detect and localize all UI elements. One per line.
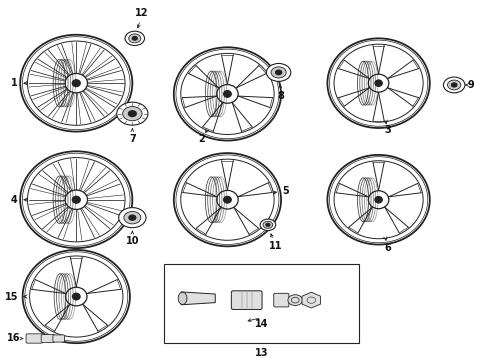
Text: 6: 6 (383, 243, 390, 253)
FancyBboxPatch shape (41, 334, 55, 342)
Polygon shape (302, 292, 320, 308)
Ellipse shape (270, 67, 285, 78)
Text: 14: 14 (254, 319, 268, 329)
Ellipse shape (119, 208, 146, 228)
Ellipse shape (275, 70, 281, 75)
Ellipse shape (178, 292, 186, 305)
Text: 13: 13 (254, 348, 268, 358)
Ellipse shape (72, 293, 80, 300)
Polygon shape (181, 292, 215, 305)
Ellipse shape (374, 80, 382, 86)
Text: 11: 11 (268, 241, 282, 251)
Ellipse shape (72, 196, 80, 203)
Ellipse shape (128, 111, 136, 117)
Ellipse shape (223, 91, 231, 97)
Ellipse shape (72, 80, 80, 86)
Ellipse shape (266, 63, 290, 81)
Ellipse shape (128, 34, 141, 43)
Text: 4: 4 (11, 195, 18, 205)
Ellipse shape (450, 83, 456, 87)
Text: 8: 8 (277, 91, 284, 101)
Ellipse shape (125, 31, 144, 45)
Ellipse shape (443, 77, 464, 93)
Text: 5: 5 (282, 186, 289, 196)
Ellipse shape (132, 37, 137, 40)
Ellipse shape (123, 211, 141, 224)
FancyBboxPatch shape (273, 293, 288, 307)
Text: 12: 12 (135, 8, 148, 18)
Text: 7: 7 (129, 134, 136, 144)
Ellipse shape (223, 197, 231, 203)
Text: 9: 9 (467, 80, 474, 90)
Text: 15: 15 (5, 292, 19, 302)
FancyBboxPatch shape (26, 334, 42, 343)
Text: 1: 1 (11, 78, 18, 88)
Ellipse shape (447, 80, 460, 90)
Text: 10: 10 (125, 236, 139, 246)
Ellipse shape (374, 197, 382, 203)
Text: 2: 2 (198, 134, 205, 144)
Ellipse shape (263, 221, 272, 228)
Ellipse shape (260, 219, 275, 230)
Ellipse shape (265, 224, 269, 226)
Ellipse shape (129, 215, 136, 220)
Bar (163, 264, 358, 343)
Text: 16: 16 (7, 333, 20, 343)
Ellipse shape (122, 107, 142, 121)
Text: 3: 3 (383, 125, 390, 135)
FancyBboxPatch shape (231, 291, 262, 310)
Ellipse shape (287, 295, 302, 306)
Ellipse shape (117, 102, 148, 125)
FancyBboxPatch shape (53, 335, 64, 342)
